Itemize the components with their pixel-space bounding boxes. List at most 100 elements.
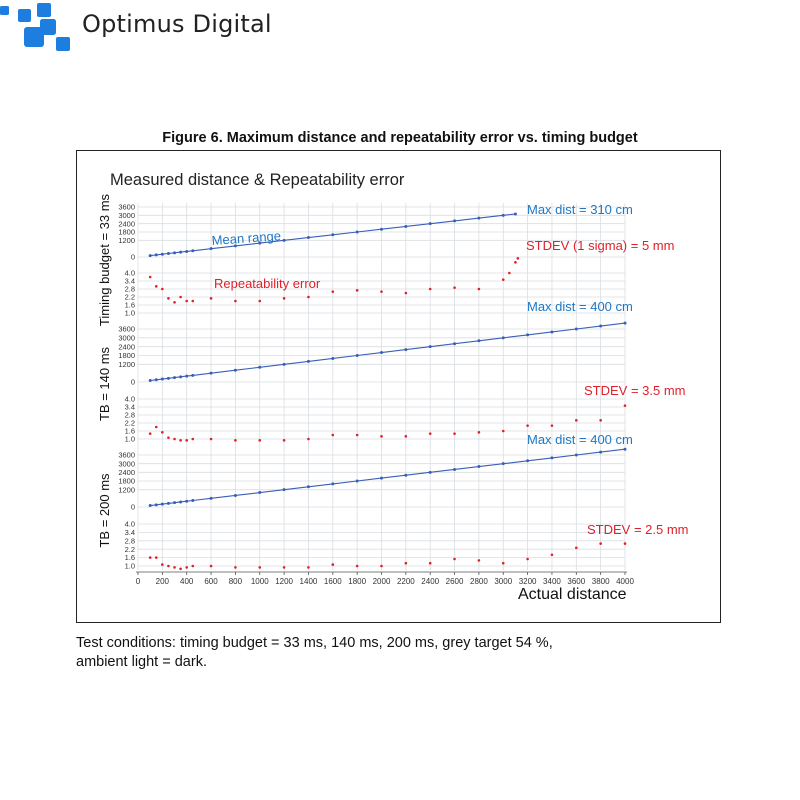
mean-range-point — [173, 376, 177, 380]
repeatability-error-point — [404, 435, 408, 438]
repeatability-error-point — [191, 437, 195, 441]
repeatability-error-point — [428, 287, 432, 291]
mean-range-point — [453, 467, 457, 471]
range-tick-label: 3000 — [118, 211, 135, 220]
range-tick-label: 0 — [131, 378, 135, 387]
mean-range-point — [185, 249, 189, 253]
repeatability-error-point — [161, 563, 164, 566]
mean-range-point — [599, 324, 603, 328]
mean-range-point — [306, 359, 310, 363]
x-tick-label: 2400 — [421, 577, 439, 586]
repeatability-error-point — [526, 424, 529, 427]
max-dist-annotation: Max dist = 400 cm — [527, 299, 633, 314]
mean-range-point — [148, 504, 152, 508]
chart-title: Measured distance & Repeatability error — [110, 171, 405, 189]
mean-range-point — [355, 354, 359, 357]
x-tick-label: 800 — [229, 577, 243, 586]
error-tick-label: 1.0 — [125, 435, 135, 444]
mean-range-point — [282, 488, 286, 492]
range-tick-label: 3000 — [118, 459, 135, 468]
repeatability-error-point — [599, 542, 602, 545]
repeatability-error-point — [516, 257, 520, 260]
mean-range-line — [150, 448, 626, 507]
error-tick-label: 3.4 — [125, 528, 135, 537]
test-conditions: Test conditions: timing budget = 33 ms, … — [76, 634, 553, 672]
repeatability-error-point — [331, 563, 335, 566]
mean-range-point — [380, 476, 383, 480]
x-axis-label: Actual distance — [518, 586, 627, 603]
repeatability-error-point — [501, 561, 505, 565]
mean-range-point — [501, 462, 505, 466]
chart: Measured distance & Repeatability error 3… — [97, 171, 689, 603]
mean-range-point — [282, 362, 286, 366]
mean-range-point — [191, 249, 195, 253]
x-tick-label: 400 — [180, 577, 194, 586]
repeatability-error-point — [167, 436, 170, 439]
repeatability-error-point — [477, 287, 481, 291]
mean-range-point — [404, 473, 408, 477]
mean-range-point — [306, 236, 310, 240]
error-tick-label: 2.8 — [125, 285, 135, 294]
mean-range-point — [209, 247, 213, 251]
error-tick-label: 1.6 — [125, 427, 135, 436]
x-tick-label: 3200 — [519, 577, 537, 586]
range-tick-label: 1200 — [118, 236, 135, 245]
mean-range-point — [179, 500, 183, 504]
mean-range-point — [160, 252, 164, 256]
mean-range-point — [453, 342, 457, 346]
mean-range-point — [453, 219, 457, 223]
mean-range-point — [501, 213, 505, 217]
mean-range-point — [623, 447, 627, 451]
mean-range-label: Mean range — [211, 228, 281, 248]
repeatability-error-point — [258, 439, 262, 442]
mean-range-point — [209, 496, 213, 500]
error-tick-label: 4.0 — [125, 269, 135, 278]
repeatability-error-point — [550, 424, 554, 427]
error-tick-label: 2.2 — [125, 419, 135, 428]
mean-range-line — [150, 213, 516, 257]
mean-range-point — [258, 491, 262, 495]
x-tick-label: 1400 — [300, 577, 318, 586]
repeatability-error-point — [179, 439, 182, 442]
repeatability-error-point — [282, 566, 286, 569]
mean-range-point — [574, 327, 578, 331]
grid — [137, 203, 626, 570]
error-tick-label: 3.4 — [125, 277, 135, 286]
repeatability-error-point — [355, 289, 359, 292]
mean-range-point — [623, 321, 627, 325]
error-tick-label: 2.2 — [125, 545, 135, 554]
mean-range-point — [306, 485, 310, 489]
repeatability-error-point — [331, 433, 335, 437]
x-tick-label: 200 — [156, 577, 170, 586]
mean-range-point — [148, 254, 152, 258]
mean-range-point — [355, 479, 359, 483]
mean-range-point — [209, 371, 213, 375]
mean-range-point — [550, 456, 554, 460]
test-conditions-line-1: Test conditions: timing budget = 33 ms, … — [76, 635, 553, 651]
mean-range-point — [526, 333, 530, 337]
mean-range-point — [380, 227, 383, 231]
repeatability-error-point — [453, 432, 456, 435]
repeatability-error-point — [526, 557, 529, 561]
repeatability-error-point — [167, 297, 170, 300]
mean-range-point — [233, 493, 237, 497]
mean-range-point — [154, 253, 158, 257]
repeatability-error-point — [173, 437, 176, 441]
range-tick-label: 0 — [131, 503, 135, 512]
repeatability-error-point — [209, 437, 213, 441]
repeatability-error-point — [623, 404, 627, 407]
repeatability-error-point — [258, 299, 262, 303]
error-tick-label: 2.8 — [125, 411, 135, 420]
mean-range-point — [154, 503, 158, 507]
mean-range-point — [526, 459, 530, 463]
repeatability-error-label: Repeatability error — [214, 276, 321, 291]
mean-range-point — [477, 339, 481, 343]
repeatability-error-point — [428, 561, 432, 565]
mean-range-point — [160, 377, 164, 381]
repeatability-error-point — [599, 419, 602, 422]
repeatability-error-point — [234, 299, 237, 303]
repeatability-error-point — [154, 556, 158, 559]
range-tick-label: 3600 — [118, 203, 135, 212]
repeatability-error-point — [331, 290, 335, 293]
